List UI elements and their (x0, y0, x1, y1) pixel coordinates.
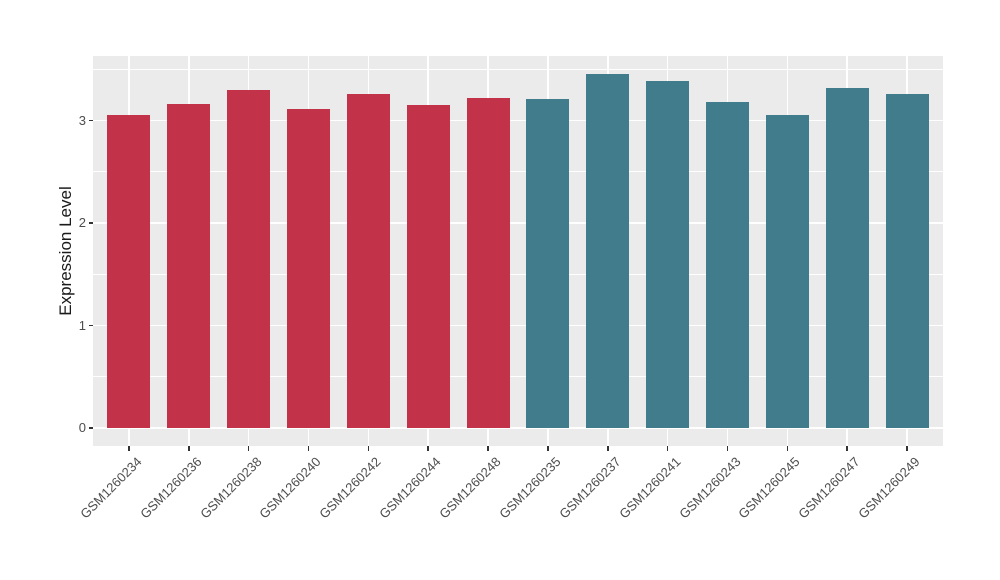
x-tick-label: GSM1260234 (77, 454, 145, 522)
x-axis-tick (427, 446, 429, 451)
y-tick-label: 1 (78, 317, 86, 333)
bar-GSM1260241 (646, 80, 690, 428)
x-axis-tick (487, 446, 489, 451)
bar-GSM1260249 (885, 93, 929, 428)
x-axis-tick (726, 446, 729, 451)
x-tick-label: GSM1260248 (436, 454, 504, 522)
y-tick-label: 0 (78, 420, 86, 435)
bar-GSM1260234 (107, 115, 151, 428)
gridline-minor-y (93, 68, 943, 70)
x-axis-tick (786, 446, 789, 451)
x-tick-label: GSM1260238 (196, 454, 265, 522)
bar-GSM1260248 (466, 97, 510, 428)
gridline-major-y (93, 222, 943, 224)
y-axis-title: Expression Level (56, 186, 75, 316)
x-axis-tick (367, 446, 370, 451)
x-axis-tick (666, 446, 669, 451)
x-tick-label: GSM1260235 (496, 454, 564, 522)
x-axis-tick (607, 446, 609, 451)
gridline-minor-y (93, 376, 943, 378)
y-axis-tick (89, 119, 93, 122)
y-axis-tick (89, 324, 93, 327)
x-axis-tick (547, 446, 549, 451)
x-tick-label: GSM1260243 (675, 454, 744, 522)
y-axis-tick (89, 222, 93, 224)
gridline-major-y (93, 324, 943, 327)
y-tick-label: 2 (78, 215, 86, 230)
bar-GSM1260245 (765, 115, 809, 428)
x-axis-tick (128, 446, 130, 451)
bar-GSM1260235 (526, 98, 570, 428)
gridline-major-y (93, 427, 943, 429)
x-axis-tick (247, 446, 250, 451)
x-axis-tick (906, 446, 908, 451)
y-axis-tick (89, 427, 93, 429)
x-tick-label: GSM1260245 (735, 454, 803, 522)
x-tick-label: GSM1260236 (137, 454, 205, 522)
bar-GSM1260236 (167, 104, 211, 428)
x-axis-tick (846, 446, 848, 451)
plot-panel (93, 56, 943, 446)
x-tick-label: GSM1260237 (556, 454, 624, 522)
bar-GSM1260240 (286, 109, 330, 428)
x-tick-label: GSM1260241 (615, 454, 684, 522)
bar-GSM1260237 (586, 74, 630, 428)
y-tick-label: 3 (78, 112, 86, 128)
gridline-minor-y (93, 171, 943, 173)
x-tick-label: GSM1260240 (256, 454, 325, 522)
gridline-minor-y (93, 273, 943, 275)
x-axis-tick (307, 446, 310, 451)
bar-GSM1260243 (706, 102, 749, 428)
x-tick-label: GSM1260242 (316, 454, 384, 522)
x-tick-label: GSM1260244 (376, 454, 444, 522)
bar-GSM1260242 (346, 93, 390, 428)
bar-GSM1260244 (406, 105, 450, 428)
gridline-major-y (93, 119, 943, 122)
x-axis-tick (188, 446, 190, 451)
x-tick-label: GSM1260249 (855, 454, 923, 522)
bar-GSM1260247 (825, 87, 869, 428)
bar-GSM1260238 (227, 89, 271, 428)
x-tick-label: GSM1260247 (795, 454, 863, 522)
